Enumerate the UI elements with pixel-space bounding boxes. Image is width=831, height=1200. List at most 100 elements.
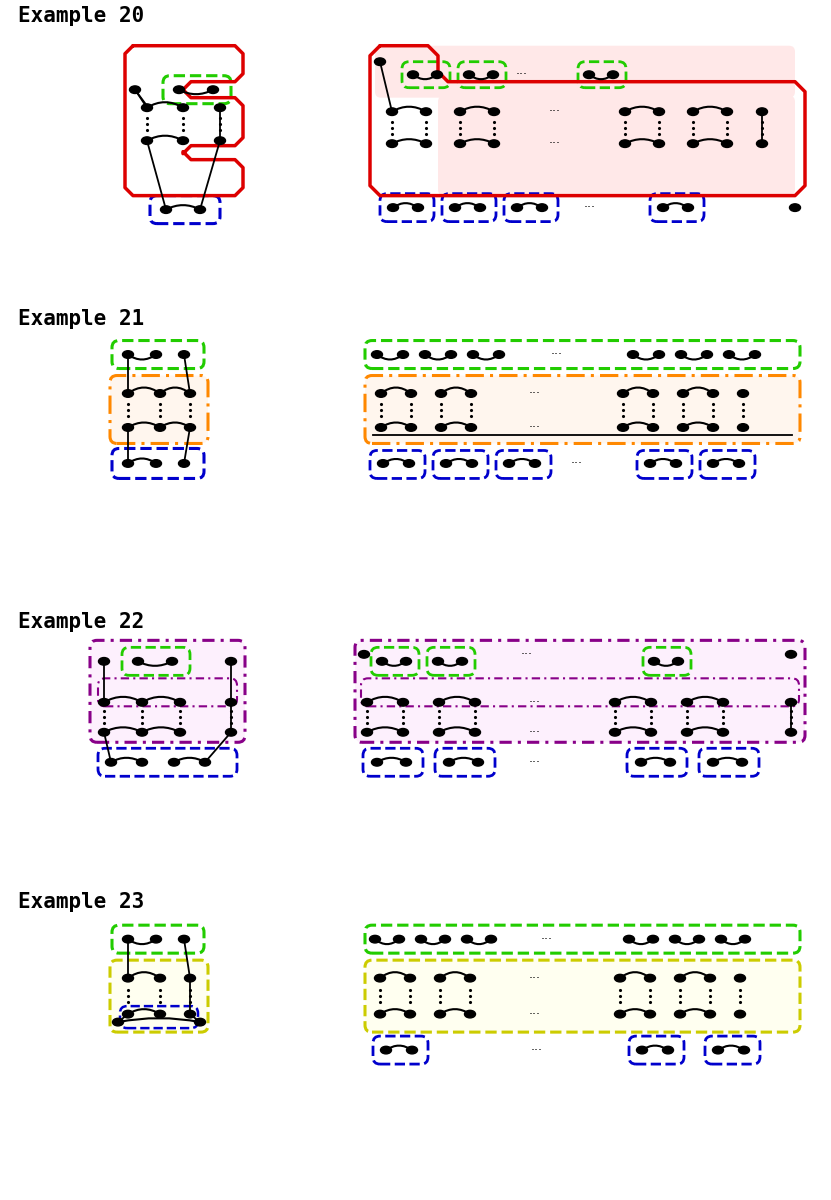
Ellipse shape: [756, 108, 768, 115]
Ellipse shape: [401, 758, 411, 766]
Ellipse shape: [614, 974, 626, 982]
Ellipse shape: [785, 650, 796, 658]
Ellipse shape: [358, 650, 370, 658]
Ellipse shape: [184, 390, 195, 397]
Ellipse shape: [122, 974, 134, 982]
Ellipse shape: [150, 935, 161, 943]
Ellipse shape: [136, 698, 147, 706]
Ellipse shape: [406, 424, 416, 431]
Ellipse shape: [736, 758, 748, 766]
Ellipse shape: [657, 204, 668, 211]
Ellipse shape: [645, 460, 656, 467]
Ellipse shape: [735, 1010, 745, 1018]
Ellipse shape: [175, 698, 185, 706]
Ellipse shape: [225, 728, 237, 736]
Ellipse shape: [406, 1046, 417, 1054]
Ellipse shape: [132, 658, 144, 665]
Ellipse shape: [647, 390, 658, 397]
Ellipse shape: [671, 460, 681, 467]
Ellipse shape: [420, 108, 431, 115]
Ellipse shape: [405, 1010, 416, 1018]
Ellipse shape: [645, 974, 656, 982]
Ellipse shape: [225, 658, 237, 665]
Ellipse shape: [465, 424, 476, 431]
Ellipse shape: [737, 424, 749, 431]
Ellipse shape: [682, 204, 694, 211]
Ellipse shape: [361, 728, 372, 736]
Text: ···: ···: [541, 932, 553, 946]
Ellipse shape: [376, 390, 386, 397]
Ellipse shape: [461, 935, 473, 943]
Ellipse shape: [653, 140, 665, 148]
Ellipse shape: [194, 1019, 205, 1026]
Ellipse shape: [175, 728, 185, 736]
Ellipse shape: [687, 140, 699, 148]
Ellipse shape: [375, 58, 386, 66]
Ellipse shape: [504, 460, 514, 467]
Ellipse shape: [619, 140, 631, 148]
Ellipse shape: [150, 460, 161, 467]
Ellipse shape: [609, 698, 621, 706]
Ellipse shape: [397, 728, 409, 736]
Text: ···: ···: [529, 1008, 541, 1021]
Ellipse shape: [136, 728, 147, 736]
Ellipse shape: [609, 728, 621, 736]
Ellipse shape: [662, 1046, 673, 1054]
FancyBboxPatch shape: [110, 376, 208, 444]
Ellipse shape: [489, 108, 499, 115]
Ellipse shape: [435, 390, 446, 397]
Ellipse shape: [648, 658, 660, 665]
Ellipse shape: [435, 1010, 445, 1018]
Ellipse shape: [676, 350, 686, 359]
Ellipse shape: [387, 204, 399, 211]
Text: ···: ···: [549, 137, 561, 150]
Ellipse shape: [646, 698, 656, 706]
Ellipse shape: [155, 974, 165, 982]
Ellipse shape: [707, 424, 719, 431]
Text: ···: ···: [551, 348, 563, 361]
Ellipse shape: [647, 424, 658, 431]
Ellipse shape: [785, 698, 796, 706]
Text: ···: ···: [516, 68, 528, 82]
Ellipse shape: [386, 108, 397, 115]
Ellipse shape: [712, 1046, 724, 1054]
Ellipse shape: [694, 935, 705, 943]
Text: ···: ···: [529, 388, 541, 400]
Text: ···: ···: [529, 726, 541, 739]
Ellipse shape: [141, 104, 153, 112]
Ellipse shape: [485, 935, 496, 943]
Ellipse shape: [665, 758, 676, 766]
Ellipse shape: [440, 935, 450, 943]
Ellipse shape: [371, 758, 382, 766]
Ellipse shape: [717, 698, 729, 706]
Ellipse shape: [371, 350, 382, 359]
Ellipse shape: [681, 698, 692, 706]
Ellipse shape: [130, 86, 140, 94]
Ellipse shape: [647, 935, 658, 943]
Ellipse shape: [646, 728, 656, 736]
Ellipse shape: [670, 935, 681, 943]
Ellipse shape: [122, 1010, 134, 1018]
Ellipse shape: [721, 108, 732, 115]
FancyBboxPatch shape: [355, 641, 805, 743]
Ellipse shape: [376, 424, 386, 431]
Ellipse shape: [466, 460, 478, 467]
Ellipse shape: [99, 698, 110, 706]
Ellipse shape: [435, 424, 446, 431]
Ellipse shape: [214, 137, 225, 144]
Ellipse shape: [627, 350, 638, 359]
Ellipse shape: [150, 350, 161, 359]
Ellipse shape: [465, 390, 476, 397]
Text: ···: ···: [584, 202, 596, 214]
Ellipse shape: [701, 350, 712, 359]
Ellipse shape: [675, 1010, 686, 1018]
Ellipse shape: [512, 204, 523, 211]
Ellipse shape: [376, 658, 387, 665]
Text: ···: ···: [531, 1044, 543, 1056]
Ellipse shape: [681, 728, 692, 736]
Ellipse shape: [636, 758, 647, 766]
Ellipse shape: [99, 658, 110, 665]
Text: Example 23: Example 23: [18, 892, 145, 912]
Ellipse shape: [179, 350, 189, 359]
Ellipse shape: [208, 86, 219, 94]
